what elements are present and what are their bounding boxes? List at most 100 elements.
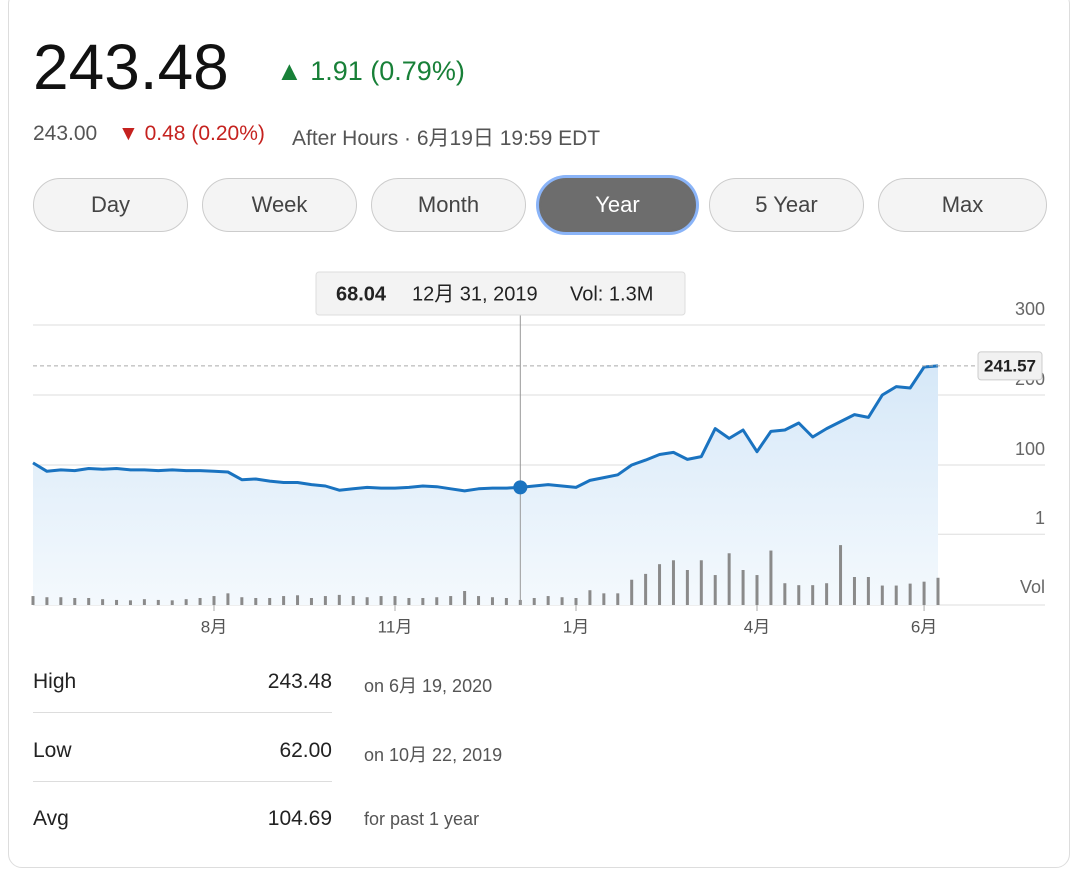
volume-bar — [156, 599, 160, 605]
volume-bar — [713, 575, 717, 605]
volume-bar — [532, 598, 536, 605]
volume-bar — [254, 598, 258, 605]
y-tick-label: 1 — [1035, 508, 1045, 528]
volume-bar — [226, 593, 230, 605]
volume-bar — [630, 579, 634, 605]
volume-bar — [866, 577, 870, 605]
volume-bar — [922, 581, 926, 605]
volume-bar — [435, 597, 439, 605]
volume-bar — [268, 598, 272, 605]
volume-bar — [852, 577, 856, 605]
tooltip-dot — [513, 480, 528, 495]
price: 243.48 — [33, 31, 229, 103]
stat-note: for past 1 year — [364, 809, 480, 829]
volume-bar — [644, 573, 648, 605]
stat-value: 62.00 — [279, 738, 332, 762]
current-label: 241.57 — [984, 356, 1036, 375]
volume-bar — [908, 583, 912, 605]
range-button[interactable]: Week — [202, 178, 357, 232]
volume-bar — [393, 596, 397, 605]
volume-bar — [170, 600, 174, 605]
stat-note: on 10月 22, 2019 — [364, 744, 503, 765]
volume-bar — [87, 598, 91, 605]
volume-label: Vol — [1020, 577, 1045, 597]
x-tick-label: 4月 — [744, 617, 770, 636]
volume-bar — [699, 560, 703, 605]
range-button[interactable]: Max — [878, 178, 1047, 232]
volume-bar — [797, 585, 801, 605]
volume-bar — [421, 598, 425, 605]
volume-bar — [477, 596, 481, 605]
stat-label: Low — [33, 738, 72, 762]
volume-bar — [685, 570, 689, 605]
volume-bar — [337, 594, 341, 605]
volume-bar — [671, 560, 675, 605]
volume-bar — [504, 598, 508, 605]
x-tick-label: 6月 — [911, 617, 937, 636]
volume-bar — [365, 597, 369, 605]
after-note: After Hours · 6月19日 19:59 EDT — [292, 127, 601, 150]
stat-value: 243.48 — [267, 670, 332, 693]
volume-bar — [45, 597, 49, 605]
tooltip-price: 68.04 — [336, 283, 387, 305]
x-tick-label: 11月 — [378, 617, 413, 636]
range-button[interactable]: Year — [539, 178, 696, 232]
tooltip-volume: Vol: 1.3M — [570, 283, 653, 305]
range-button[interactable]: Month — [371, 178, 526, 232]
range-button[interactable]: Day — [33, 178, 188, 232]
volume-bar — [59, 597, 63, 605]
volume-bar — [588, 590, 592, 605]
volume-bar — [128, 600, 132, 605]
after-change: ▼ 0.48 (0.20%) — [118, 122, 265, 145]
volume-bar — [101, 599, 105, 605]
volume-bar — [449, 596, 453, 605]
card — [8, 0, 1070, 868]
stat-note: on 6月 19, 2020 — [364, 676, 493, 696]
stat-divider — [33, 712, 332, 713]
volume-bar — [783, 583, 787, 605]
volume-bar — [463, 591, 467, 605]
stat-label: Avg — [33, 807, 69, 830]
volume-bar — [546, 596, 550, 605]
volume-bar — [73, 598, 77, 605]
volume-bar — [309, 598, 313, 605]
change: ▲ 1.91 (0.79%) — [276, 56, 465, 86]
volume-bar — [31, 596, 35, 605]
price-line — [32, 364, 939, 493]
current-tag — [977, 351, 1043, 381]
volume-bar — [560, 597, 564, 605]
stat-value: 104.69 — [267, 807, 332, 830]
volume-bar — [825, 583, 829, 605]
volume-bar — [574, 598, 578, 605]
tooltip-box — [315, 271, 686, 316]
x-tick-label: 1月 — [563, 617, 589, 636]
after-price: 243.00 — [33, 122, 98, 145]
volume-bar — [658, 564, 662, 605]
volume-bar — [839, 545, 843, 605]
volume-bar — [769, 550, 773, 605]
volume-bar — [351, 596, 355, 605]
volume-bar — [755, 575, 759, 605]
volume-bar — [142, 599, 146, 605]
volume-bar — [323, 596, 327, 605]
volume-bar — [602, 593, 606, 605]
volume-bar — [880, 585, 884, 605]
volume-bar — [741, 570, 745, 605]
volume-bar — [407, 598, 411, 605]
range-button[interactable]: 5 Year — [709, 178, 864, 232]
volume-bar — [282, 596, 286, 605]
volume-bar — [727, 553, 731, 605]
stat-label: High — [33, 670, 77, 693]
tooltip-date: 12月 31, 2019 — [412, 283, 538, 305]
volume-bar — [811, 585, 815, 605]
volume-bar — [379, 596, 383, 605]
volume-bar — [616, 593, 620, 605]
x-tick-label: 8月 — [201, 617, 227, 636]
price-area — [33, 365, 938, 605]
volume-bar — [490, 597, 494, 605]
y-tick-label: 300 — [1015, 299, 1045, 319]
stat-divider — [33, 780, 332, 782]
volume-bar — [296, 595, 300, 605]
